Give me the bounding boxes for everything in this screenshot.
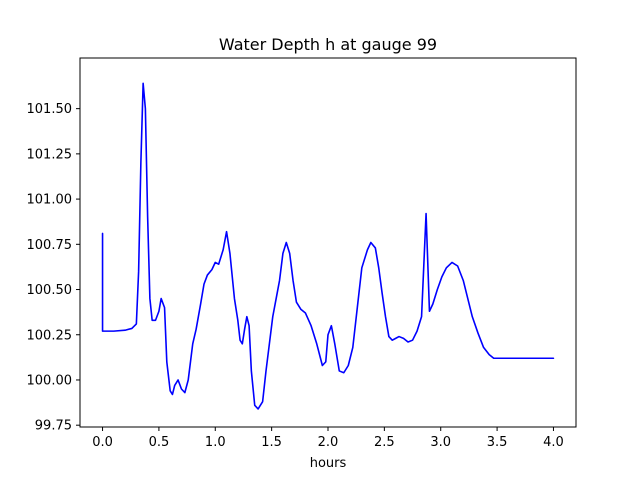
series-line xyxy=(101,82,555,410)
x-tick-label: 0.0 xyxy=(92,435,113,450)
x-tick-label: 3.5 xyxy=(487,435,508,450)
ticks-layer: 0.0 0.5 1.0 1.5 2.0 2.5 3.0 3.5 4.0 99.75 100.00 10… xyxy=(27,102,564,450)
x-tick-label: 2.0 xyxy=(318,435,339,450)
y-tick-label: 100.00 xyxy=(27,373,73,388)
chart-title: Water Depth h at gauge 99 xyxy=(219,35,437,54)
x-tick-label: 3.0 xyxy=(430,435,451,450)
y-tick-label: 101.00 xyxy=(27,193,73,208)
series-layer xyxy=(101,82,555,410)
y-tick-label: 101.50 xyxy=(27,102,73,117)
y-tick-label: 100.25 xyxy=(27,328,73,343)
y-tick-label: 101.25 xyxy=(27,147,73,162)
x-tick-label: 2.5 xyxy=(374,435,395,450)
plot-frame xyxy=(79,57,577,428)
y-tick-label: 100.75 xyxy=(27,238,73,253)
x-tick-label: 1.0 xyxy=(205,435,226,450)
y-tick-label: 99.75 xyxy=(35,419,72,434)
x-tick-label: 4.0 xyxy=(543,435,564,450)
y-tick-label: 100.50 xyxy=(27,283,73,298)
x-tick-label: 1.5 xyxy=(261,435,282,450)
x-tick-label: 0.5 xyxy=(149,435,170,450)
x-axis-label: hours xyxy=(310,456,347,471)
